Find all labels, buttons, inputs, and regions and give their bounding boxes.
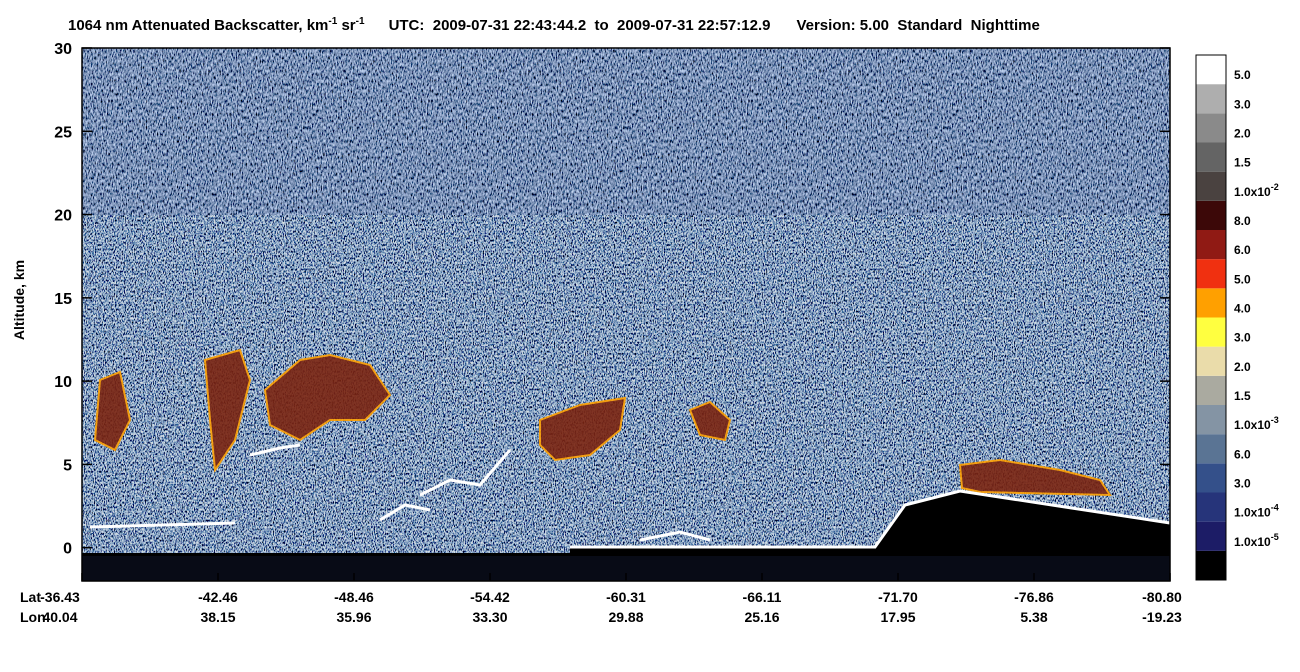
x-tick-label-lat: -48.46: [334, 589, 374, 605]
colorbar-cell: [1196, 550, 1226, 580]
colorbar-label-text: 1.0x10: [1234, 418, 1271, 432]
y-tick-label: 20: [54, 208, 72, 225]
colorbar-label-text: 6.0: [1234, 447, 1251, 461]
colorbar-cell: [1196, 200, 1226, 230]
colorbar-cell: [1196, 434, 1226, 464]
colorbar-label-text: 3.0: [1234, 477, 1251, 491]
x-tick-label-lat: -80.80: [1142, 589, 1182, 605]
colorbar-cell: [1196, 492, 1226, 522]
colorbar-label: 3.0: [1234, 97, 1251, 111]
colorbar-frame: [1195, 54, 1227, 581]
chart-title: 1064 nm Attenuated Backscatter, km-1 sr-…: [68, 16, 1040, 34]
colorbar-cell: [1196, 259, 1226, 289]
colorbar-label-text: 1.0x10: [1234, 185, 1271, 199]
colorbar-label: 2.0: [1234, 127, 1251, 141]
colorbar-cell: [1196, 142, 1226, 172]
colorbar-label-text: 1.5: [1234, 156, 1251, 170]
surface-return: [570, 489, 1170, 549]
x-tick-label-lon: 17.95: [880, 609, 915, 625]
x-tick-label-lat: -60.31: [606, 589, 646, 605]
colorbar-label-text: 5.0: [1234, 68, 1251, 82]
clouds: [93, 348, 1112, 497]
colorbar-label-text: 8.0: [1234, 214, 1251, 228]
colorbar-label: 1.0x10-3: [1234, 415, 1279, 432]
colorbar-label: 5.0: [1234, 272, 1251, 286]
colorbar-label-text: 2.0: [1234, 360, 1251, 374]
colorbar-cell: [1196, 288, 1226, 318]
colorbar-label: 1.5: [1234, 389, 1251, 403]
x-tick-label-lon: 29.88: [608, 609, 643, 625]
y-tick-label: 10: [54, 374, 72, 391]
x-tick-label-lon: -19.23: [1142, 609, 1182, 625]
x-tick-label-lat: -36.43: [40, 589, 80, 605]
colorbar-label: 1.0x10-2: [1234, 182, 1279, 199]
colorbar-label: 6.0: [1234, 243, 1251, 257]
x-tick-label-lon: 40.04: [42, 609, 77, 625]
colorbar-label-exp: -2: [1271, 182, 1279, 192]
x-tick-label-lat: -71.70: [878, 589, 918, 605]
backscatter-image: [82, 48, 1170, 581]
colorbar-label-text: 1.5: [1234, 389, 1251, 403]
colorbar-label: 1.0x10-5: [1234, 532, 1279, 549]
colorbar-cell: [1196, 317, 1226, 347]
colorbar-label-text: 5.0: [1234, 272, 1251, 286]
colorbar-label-text: 3.0: [1234, 97, 1251, 111]
x-tick-label-lat: -54.42: [470, 589, 510, 605]
x-tick-label-lat: -66.11: [743, 589, 782, 605]
colorbar-cell: [1196, 346, 1226, 376]
x-tick-label-lon: 25.16: [744, 609, 779, 625]
y-tick-label: 15: [54, 291, 72, 308]
x-tick-label-lon: 33.30: [472, 609, 507, 625]
colorbar-cell: [1196, 55, 1226, 85]
colorbar-label: 3.0: [1234, 477, 1251, 491]
colorbar-label: 5.0: [1234, 68, 1251, 82]
colorbar-label: 2.0: [1234, 360, 1251, 374]
colorbar-cell: [1196, 113, 1226, 143]
colorbar-label: 1.5: [1234, 156, 1251, 170]
colorbar-label-exp: -4: [1271, 503, 1279, 513]
colorbar-label: 3.0: [1234, 331, 1251, 345]
x-tick-label-lat: -42.46: [198, 589, 238, 605]
y-tick-label: 5: [63, 457, 72, 474]
colorbar-cell: [1196, 230, 1226, 260]
colorbar-cell: [1196, 521, 1226, 551]
x-tick-label-lon: 5.38: [1020, 609, 1047, 625]
colorbar-label: 1.0x10-4: [1234, 503, 1279, 520]
y-axis-label: Altitude, km: [11, 260, 27, 340]
colorbar-label: 4.0: [1234, 302, 1251, 316]
y-tick-label: 25: [54, 124, 72, 141]
low-clouds: [89, 443, 711, 542]
colorbar-label-text: 6.0: [1234, 243, 1251, 257]
colorbar-label-text: 1.0x10: [1234, 535, 1271, 549]
colorbar-cell: [1196, 84, 1226, 114]
colorbar-label: 8.0: [1234, 214, 1251, 228]
y-tick-label: 0: [63, 541, 72, 558]
colorbar-cell: [1196, 171, 1226, 201]
colorbar-cell: [1196, 463, 1226, 493]
colorbar-label-text: 1.0x10: [1234, 506, 1271, 520]
x-tick-label-lat: -76.86: [1014, 589, 1054, 605]
x-row-label: Lat: [20, 589, 41, 605]
colorbar-label: 6.0: [1234, 447, 1251, 461]
colorbar-label-text: 2.0: [1234, 127, 1251, 141]
colorbar-cell: [1196, 375, 1226, 405]
y-tick-label: 30: [54, 41, 72, 58]
colorbar-label-text: 4.0: [1234, 302, 1251, 316]
colorbar-label-exp: -3: [1271, 415, 1279, 425]
colorbar-label-text: 3.0: [1234, 331, 1251, 345]
x-tick-label-lon: 35.96: [336, 609, 371, 625]
colorbar-label-exp: -5: [1271, 532, 1279, 542]
x-tick-label-lon: 38.15: [200, 609, 235, 625]
colorbar-cell: [1196, 405, 1226, 435]
x-row-label: Lon: [20, 609, 46, 625]
